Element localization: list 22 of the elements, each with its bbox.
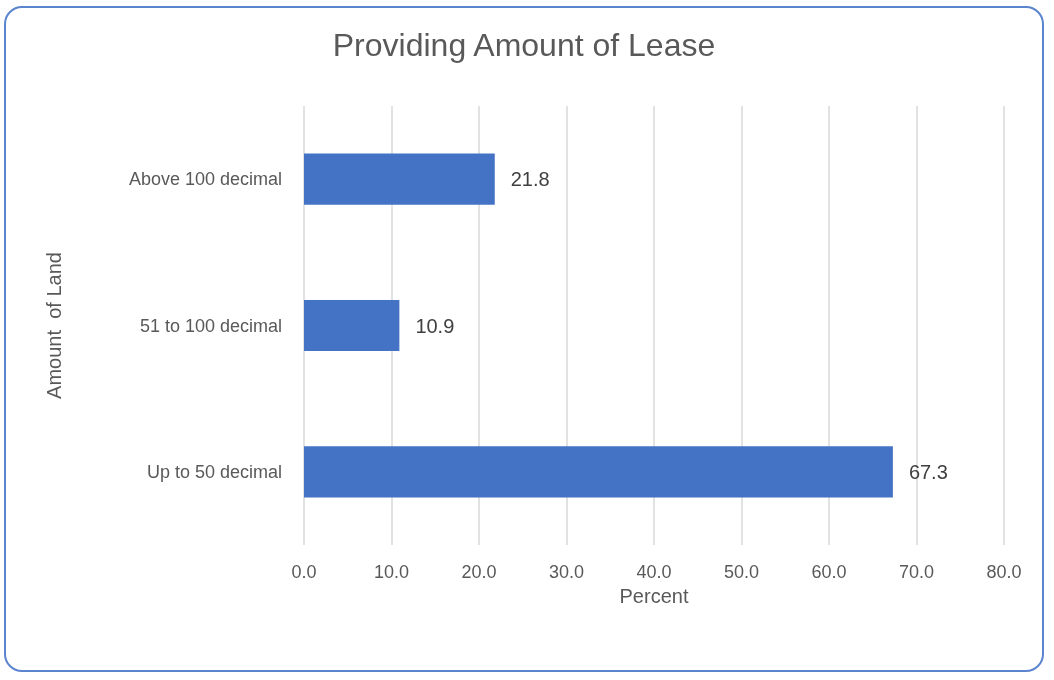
x-tick-label: 30.0 <box>548 562 585 582</box>
y-axis-title: Amount of Land <box>43 252 65 399</box>
x-tick-label: 60.0 <box>811 562 847 582</box>
x-tick-label: 50.0 <box>723 562 760 582</box>
data-label: 21.8 <box>510 168 550 191</box>
x-axis-title: Percent <box>619 584 689 607</box>
y-tick-label: Above 100 decimal <box>128 169 282 190</box>
x-tick-label: 0.0 <box>291 562 317 582</box>
x-tick-label: 40.0 <box>636 562 672 582</box>
x-tick-label: 10.0 <box>373 562 410 582</box>
bar <box>304 153 495 205</box>
rounded-frame: Amount of Land Percent Above 100 decimal 51 to 100 decimal Up to 50 decimal 0.0 10.0 20.0 30.0 40.0 50.0 60.0 70.0 80.0 21.8 10.9 67.3 Providing Amount of Lease <box>4 6 1044 672</box>
x-tick-label: 70.0 <box>898 562 935 582</box>
data-label: 67.3 <box>908 460 948 483</box>
x-tick-label: 20.0 <box>461 562 497 582</box>
data-label: 10.9 <box>415 314 455 337</box>
chart-title: Providing Amount of Lease <box>332 27 716 63</box>
y-tick-label: Up to 50 decimal <box>146 461 282 482</box>
bar <box>304 299 400 352</box>
y-tick-label: 51 to 100 decimal <box>139 315 282 336</box>
bar <box>304 446 893 498</box>
x-tick-label: 80.0 <box>986 562 1022 582</box>
